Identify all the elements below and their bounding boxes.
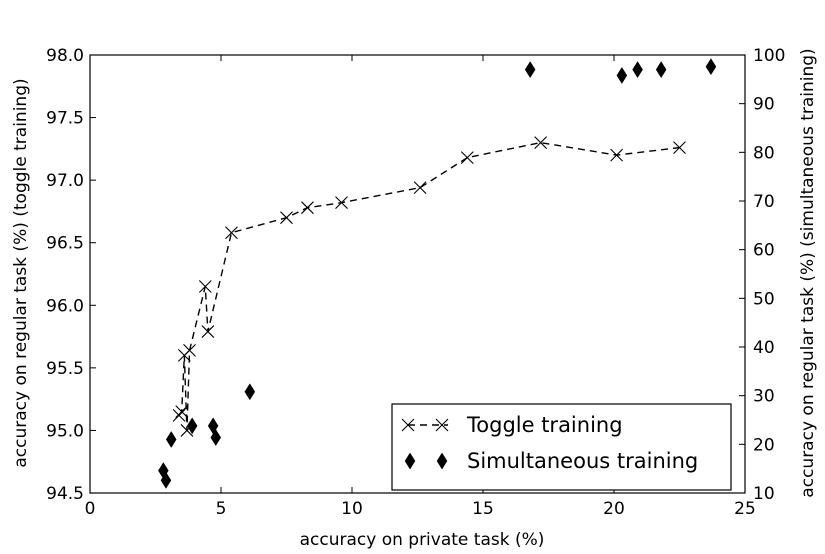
legend-toggle-x — [435, 418, 449, 432]
toggle-training-point — [610, 148, 624, 162]
y-right-tick-label: 100 — [753, 46, 785, 66]
legend-toggle-x — [401, 418, 415, 432]
x-marker-stroke — [435, 418, 449, 432]
simultaneous-training-point — [186, 417, 198, 435]
x-marker-stroke — [401, 418, 415, 432]
legend-box — [391, 403, 732, 491]
simultaneous-training-point — [655, 61, 667, 79]
x-tick-label: 20 — [603, 499, 625, 519]
simultaneous-training-point — [160, 471, 172, 489]
x-marker-stroke — [610, 148, 624, 162]
y-left-tick-label: 94.5 — [46, 484, 84, 504]
x-marker-stroke — [225, 226, 238, 240]
toggle-training-point — [225, 226, 238, 240]
x-marker-stroke — [335, 196, 348, 210]
x-marker-stroke — [201, 325, 215, 338]
y-left-tick-label: 96.0 — [46, 296, 84, 316]
simultaneous-training-point — [632, 61, 643, 79]
y-right-tick-label: 80 — [753, 143, 775, 163]
simultaneous-training-point — [524, 61, 536, 79]
toggle-training-point — [183, 343, 196, 357]
simultaneous-training-point — [244, 383, 256, 401]
y-right-tick-label: 70 — [753, 192, 775, 212]
toggle-training-point — [673, 141, 686, 154]
x-marker-stroke — [175, 405, 189, 419]
y-left-tick-label: 97.0 — [46, 171, 84, 191]
legend-toggle-label: Toggle training — [466, 413, 623, 437]
y-right-tick-label: 10 — [753, 484, 775, 504]
x-tick-label: 15 — [472, 499, 494, 519]
legend-simultaneous-label: Simultaneous training — [467, 449, 698, 473]
toggle-training-point — [413, 181, 427, 195]
y-right-tick-label: 60 — [753, 241, 775, 261]
x-marker-stroke — [183, 343, 196, 357]
y-left-axis-ticks: 94.5 95.0 95.5 96.0 96.5 97.0 97.5 98.0 — [46, 46, 96, 504]
y-right-tick-label: 40 — [753, 338, 775, 358]
toggle-training-point — [534, 136, 548, 149]
legend-toggle-marker — [401, 418, 449, 432]
simultaneous-training-point — [165, 430, 177, 448]
toggle-training-point — [280, 211, 293, 225]
toggle-training-point — [175, 405, 189, 419]
x-marker-stroke — [534, 136, 548, 149]
x-tick-label: 10 — [341, 499, 363, 519]
y-right-axis-label: accuracy on regular task (%) (simultaneo… — [798, 48, 818, 497]
y-right-tick-label: 30 — [753, 387, 775, 407]
y-left-axis-label: accuracy on regular task (%) (toggle tra… — [11, 78, 31, 467]
toggle-training-line — [178, 141, 680, 431]
y-left-tick-label: 96.5 — [46, 234, 84, 254]
y-right-tick-label: 50 — [753, 289, 775, 309]
y-right-axis-ticks: 10 20 30 40 50 60 70 80 90 100 — [739, 46, 785, 504]
x-marker-stroke — [172, 409, 186, 422]
legend: Toggle training Simultaneous training — [391, 403, 732, 491]
legend-simultaneous-diamond — [436, 452, 448, 470]
x-axis-ticks: 0 5 10 15 20 25 — [85, 55, 756, 519]
simultaneous-training-point — [210, 429, 222, 446]
plot-frame — [89, 54, 746, 494]
toggle-training-point — [301, 201, 314, 215]
x-marker-stroke — [460, 151, 474, 165]
x-marker-stroke — [673, 141, 686, 154]
x-marker-stroke — [301, 201, 314, 215]
y-left-tick-label: 95.5 — [46, 359, 84, 379]
y-left-tick-label: 98.0 — [46, 46, 84, 66]
simultaneous-training-point — [616, 66, 628, 84]
legend-simultaneous-marker — [404, 452, 448, 470]
legend-simultaneous-diamond — [404, 452, 416, 470]
toggle-training-point — [460, 151, 474, 165]
y-right-tick-label: 20 — [753, 435, 775, 455]
x-marker-stroke — [280, 211, 293, 225]
x-tick-label: 0 — [85, 499, 96, 519]
x-marker-stroke — [198, 280, 212, 293]
x-marker-stroke — [413, 181, 427, 195]
plot-border — [89, 54, 746, 494]
y-left-tick-label: 97.5 — [46, 109, 84, 129]
toggle-training-point — [201, 325, 215, 338]
x-axis-label: accuracy on private task (%) — [300, 530, 545, 550]
x-tick-label: 25 — [734, 499, 756, 519]
simultaneous-training-point — [705, 58, 717, 76]
x-tick-label: 5 — [216, 499, 227, 519]
toggle-training-point — [335, 196, 348, 210]
y-right-tick-label: 90 — [753, 95, 775, 115]
toggle-training-point — [198, 280, 212, 293]
toggle-training-point — [172, 409, 186, 422]
series-layer — [158, 58, 717, 489]
y-left-tick-label: 95.0 — [46, 421, 84, 441]
